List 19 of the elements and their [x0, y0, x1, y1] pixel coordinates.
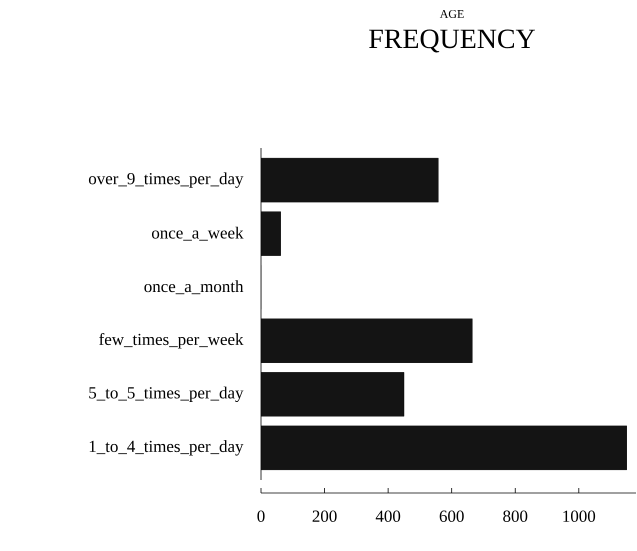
bar: [261, 318, 473, 363]
y-tick-label: over_9_times_per_day: [88, 172, 244, 188]
y-tick-label: 5_to_5_times_per_day: [89, 386, 244, 402]
bar: [261, 158, 439, 202]
y-tick-label: 1_to_4_times_per_day: [90, 440, 244, 456]
chart-title: FREQUENCY: [369, 29, 535, 52]
y-tick-label: few_times_per_week: [99, 333, 244, 349]
y-tick-label: once_a_week: [152, 226, 244, 241]
x-tick-label: 0: [257, 510, 265, 522]
bar: [261, 426, 627, 470]
y-tick-label: once_a_month: [144, 280, 244, 294]
bar: [261, 372, 404, 417]
chart-subtitle: AGE: [440, 10, 464, 18]
x-tick-label: 600: [440, 510, 464, 522]
x-tick-label: 400: [376, 510, 400, 522]
bar: [261, 211, 281, 256]
x-tick-label: 800: [503, 510, 528, 522]
x-tick-label: 1000: [563, 510, 596, 522]
x-tick-label: 200: [312, 510, 337, 522]
